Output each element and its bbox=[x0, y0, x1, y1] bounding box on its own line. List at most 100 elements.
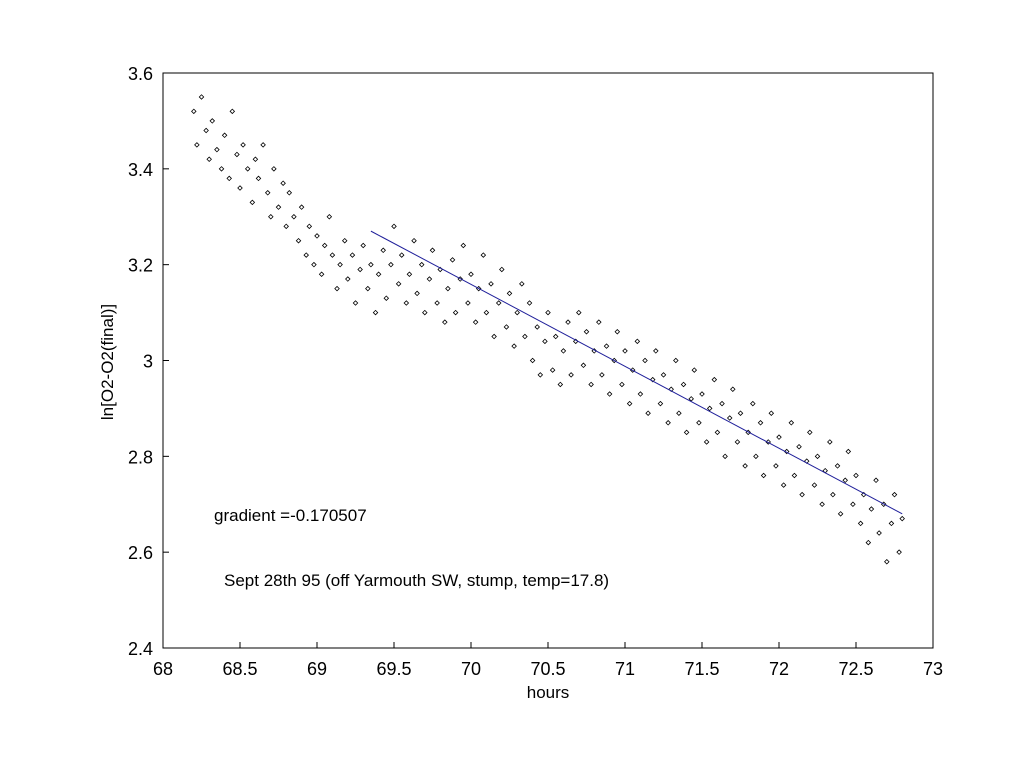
data-point bbox=[406, 271, 413, 278]
data-point bbox=[811, 482, 818, 488]
data-point bbox=[565, 319, 571, 325]
data-point bbox=[653, 348, 659, 354]
data-point bbox=[206, 156, 212, 163]
gradient-annotation: gradient =-0.170507 bbox=[214, 506, 367, 525]
data-point bbox=[255, 175, 262, 182]
data-point bbox=[275, 204, 282, 210]
data-point bbox=[334, 285, 340, 292]
data-point bbox=[383, 295, 390, 301]
data-point bbox=[896, 549, 902, 555]
fit-line bbox=[370, 230, 903, 515]
data-point bbox=[552, 333, 559, 340]
data-point bbox=[691, 367, 698, 373]
data-point bbox=[534, 324, 540, 330]
data-point bbox=[514, 309, 520, 316]
data-point bbox=[899, 515, 905, 522]
data-point bbox=[603, 343, 610, 349]
data-point bbox=[827, 439, 833, 445]
y-tick-label: 3 bbox=[143, 352, 153, 372]
x-tick-label: 72 bbox=[769, 659, 789, 679]
data-point bbox=[676, 410, 682, 416]
plot-frame bbox=[162, 72, 934, 649]
data-point bbox=[380, 247, 386, 254]
data-point bbox=[711, 376, 718, 383]
y-tick-label: 2.6 bbox=[128, 543, 153, 563]
data-point bbox=[226, 175, 232, 182]
data-point bbox=[352, 300, 359, 306]
x-tick-label: 73 bbox=[923, 659, 943, 679]
data-point bbox=[283, 223, 289, 230]
data-point bbox=[599, 372, 605, 378]
x-axis: 68 68.5 69 69.5 70 70.5 71 71.5 72 72.5 73 bbox=[153, 642, 943, 679]
y-axis-label: ln[O2-O2(final)] bbox=[98, 304, 117, 420]
data-point bbox=[495, 300, 502, 306]
data-point bbox=[619, 381, 625, 388]
data-point bbox=[657, 400, 664, 407]
data-point bbox=[465, 300, 471, 306]
x-tick-label: 72.5 bbox=[838, 659, 873, 679]
data-point bbox=[730, 386, 736, 393]
data-point bbox=[529, 357, 536, 364]
data-point bbox=[252, 156, 259, 163]
data-point bbox=[757, 420, 764, 426]
data-point bbox=[753, 453, 759, 460]
data-point bbox=[360, 242, 366, 249]
data-point bbox=[703, 439, 710, 445]
data-point bbox=[596, 319, 602, 325]
data-point bbox=[742, 463, 748, 469]
data-point bbox=[726, 415, 733, 421]
data-point bbox=[326, 213, 333, 220]
data-point bbox=[768, 410, 775, 416]
data-point bbox=[853, 472, 859, 479]
data-point bbox=[519, 281, 525, 287]
data-point bbox=[819, 501, 825, 508]
data-point bbox=[606, 391, 613, 397]
data-point bbox=[483, 309, 490, 316]
data-point bbox=[349, 252, 356, 258]
data-point bbox=[234, 151, 240, 158]
data-point bbox=[191, 108, 197, 115]
data-point bbox=[488, 281, 494, 287]
data-point bbox=[760, 472, 767, 479]
data-point bbox=[865, 539, 872, 546]
data-point bbox=[665, 420, 671, 426]
data-point bbox=[683, 429, 690, 436]
data-point bbox=[719, 400, 725, 407]
data-point bbox=[341, 237, 348, 244]
data-point bbox=[229, 108, 236, 115]
data-point bbox=[268, 213, 274, 220]
data-point bbox=[218, 166, 225, 172]
caption-annotation: Sept 28th 95 (off Yarmouth SW, stump, te… bbox=[224, 571, 609, 590]
data-point bbox=[203, 127, 209, 134]
data-point bbox=[403, 300, 410, 306]
data-point bbox=[614, 328, 621, 335]
data-point bbox=[511, 343, 517, 349]
x-tick-label: 71.5 bbox=[684, 659, 719, 679]
data-point bbox=[850, 501, 856, 508]
data-point bbox=[583, 328, 590, 335]
data-point bbox=[321, 242, 328, 249]
data-point bbox=[522, 333, 528, 340]
data-point bbox=[271, 166, 277, 172]
data-point bbox=[714, 429, 721, 436]
data-point bbox=[868, 506, 875, 512]
data-point bbox=[434, 300, 440, 306]
data-point bbox=[560, 348, 567, 354]
data-point bbox=[306, 223, 313, 230]
data-point bbox=[237, 185, 243, 191]
data-points bbox=[191, 94, 905, 565]
data-point bbox=[699, 391, 705, 397]
data-point bbox=[580, 362, 587, 369]
data-point bbox=[706, 405, 713, 412]
x-tick-label: 70 bbox=[461, 659, 481, 679]
data-point bbox=[857, 520, 864, 527]
data-point bbox=[645, 410, 651, 416]
data-point bbox=[388, 261, 394, 268]
data-point bbox=[568, 372, 574, 378]
data-point bbox=[422, 309, 428, 316]
data-point bbox=[291, 213, 297, 220]
data-point bbox=[442, 319, 448, 325]
data-point bbox=[449, 257, 456, 263]
data-point bbox=[499, 266, 505, 273]
